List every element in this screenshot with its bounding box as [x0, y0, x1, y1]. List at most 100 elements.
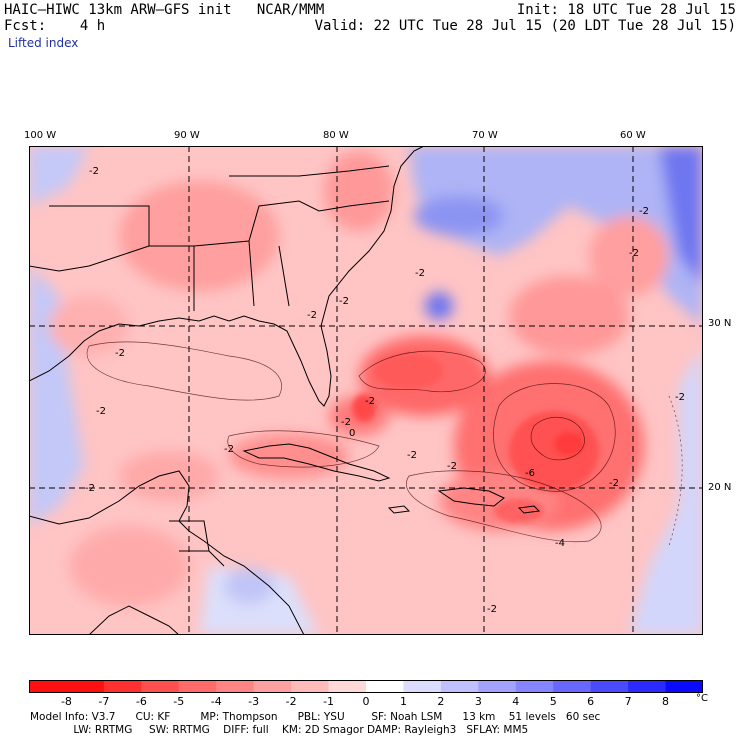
contour-label: -2 [447, 461, 457, 472]
jamaica-outline [387, 505, 411, 514]
colorbar-tick-label: 4 [512, 695, 520, 708]
colorbar-segment [178, 680, 217, 693]
contour-label: -6 [525, 468, 535, 479]
red-core-central-atlantic [509, 276, 629, 356]
colorbar-tick-label: 2 [437, 695, 445, 708]
contour-label: -2 [365, 396, 375, 407]
puerto-rico-outline [517, 505, 541, 514]
blue-region-nw-corner [29, 146, 89, 206]
blue-region-ne-atlantic [409, 146, 703, 326]
contour-label: -2 [609, 478, 619, 489]
colorbar-tick-label: 3 [474, 695, 482, 708]
latlon-grid [29, 146, 703, 635]
colorbar-tick-label: -2 [285, 695, 297, 708]
red-core-yucatan [119, 451, 219, 501]
map-frame [29, 146, 703, 635]
colorbar-segment [366, 680, 404, 693]
deep-red-bahamas [374, 353, 444, 389]
shading-cores [352, 353, 599, 523]
contours [86, 341, 683, 547]
blue-core-offshore [414, 196, 504, 236]
colorbar-segment [29, 680, 67, 693]
colorbar-segment [628, 680, 667, 693]
colorbar-segment [216, 680, 255, 693]
colorbar-tick-label: 6 [587, 695, 595, 708]
contour-label: -2 [224, 444, 234, 455]
contour-label: -2 [639, 206, 649, 217]
colorbar-frame [29, 680, 703, 693]
colorbar [29, 680, 703, 693]
red-core-east-edge [589, 216, 669, 296]
contour-gulf [86, 341, 282, 401]
shading-layer [29, 146, 703, 635]
colorbar-tick-label: -6 [135, 695, 147, 708]
coastlines [29, 146, 541, 635]
colorbar-segment [403, 680, 442, 693]
red-core-cuba [229, 434, 349, 478]
contour-label: -2 [89, 166, 99, 177]
contour-label: -2 [487, 604, 497, 615]
contour-cuba [227, 430, 380, 468]
contour-label: -2 [341, 417, 351, 428]
deep-red-tip [554, 432, 584, 456]
colorbar-segment [440, 680, 479, 693]
contour-label: -4 [555, 538, 565, 549]
red-core-gulf-states [119, 181, 279, 291]
contour-label: 0 [349, 428, 355, 439]
colorbar-segment [103, 680, 142, 693]
lat-label-20n: 20 N [708, 482, 732, 493]
us-gulf-atlantic-coast [29, 146, 425, 407]
colorbar-tick-label: 7 [624, 695, 632, 708]
model-info-line1: Model Info: V3.7 CU: KF MP: Thompson PBL… [30, 711, 601, 723]
lifted-index-map: -2 -2 -2 -2 -2 -2 -2 -2 -2 -2 -2 -2 -2 -… [29, 146, 703, 635]
forecast-hour: Fcst: 4 h [4, 18, 106, 34]
colorbar-tick-label: -3 [248, 695, 260, 708]
contour-label: -2 [307, 310, 317, 321]
deep-red-atlantic [509, 411, 599, 491]
blue-region-far-east [659, 146, 703, 286]
contour-label: -2 [629, 248, 639, 259]
colorbar-tick-label: -7 [98, 695, 110, 708]
contour-atlantic-inner [530, 417, 585, 461]
colorbar-segment [291, 680, 330, 693]
contour-label: -2 [96, 406, 106, 417]
lon-label-100w: 100 W [24, 130, 57, 141]
red-core-mexico [69, 526, 189, 606]
lat-label-30n: 30 N [708, 318, 732, 329]
mexico-pacific-coast [88, 605, 180, 635]
deep-red-florida [352, 394, 376, 422]
blue-region-east-edge [629, 346, 703, 635]
contour-label: -2 [407, 450, 417, 461]
colorbar-tick-label: 1 [399, 695, 407, 708]
blue-spot-atlantic [425, 292, 453, 320]
colorbar-tick-label: 5 [549, 695, 557, 708]
contour-label: -2 [85, 483, 95, 494]
lon-label-60w: 60 W [620, 130, 646, 141]
deep-red-hispaniola [494, 499, 544, 523]
colorbar-segment [141, 680, 180, 693]
colorbar-tick-label: -1 [323, 695, 335, 708]
colorbar-tick-label: 8 [662, 695, 670, 708]
contour-bahamas [358, 350, 486, 393]
lon-label-90w: 90 W [174, 130, 200, 141]
field-name: Lifted index [8, 36, 79, 50]
colorbar-unit: °C [696, 693, 708, 704]
contour-atlantic-core [493, 383, 616, 492]
model-info-line2: LW: RRTMG SW: RRTMG DIFF: full KM: 2D Sm… [30, 724, 529, 736]
blue-region-west-gulf-coast [29, 266, 84, 526]
lon-label-80w: 80 W [323, 130, 349, 141]
contour-east-dotted [668, 395, 683, 547]
colorbar-tick-label: -8 [60, 695, 72, 708]
contour-label: -2 [339, 296, 349, 307]
colorbar-segment [328, 680, 367, 693]
colorbar-tick-label: 0 [362, 695, 370, 708]
colorbar-tick-label: -5 [173, 695, 185, 708]
colorbar-segment [478, 680, 517, 693]
contour-label: -2 [675, 392, 685, 403]
red-core-carolinas [324, 151, 394, 231]
colorbar-segment [66, 680, 105, 693]
colorbar-segment [590, 680, 629, 693]
init-time: Init: 18 UTC Tue 28 Jul 15 [516, 2, 736, 18]
contour-caribbean [406, 470, 602, 543]
colorbar-segment [515, 680, 554, 693]
